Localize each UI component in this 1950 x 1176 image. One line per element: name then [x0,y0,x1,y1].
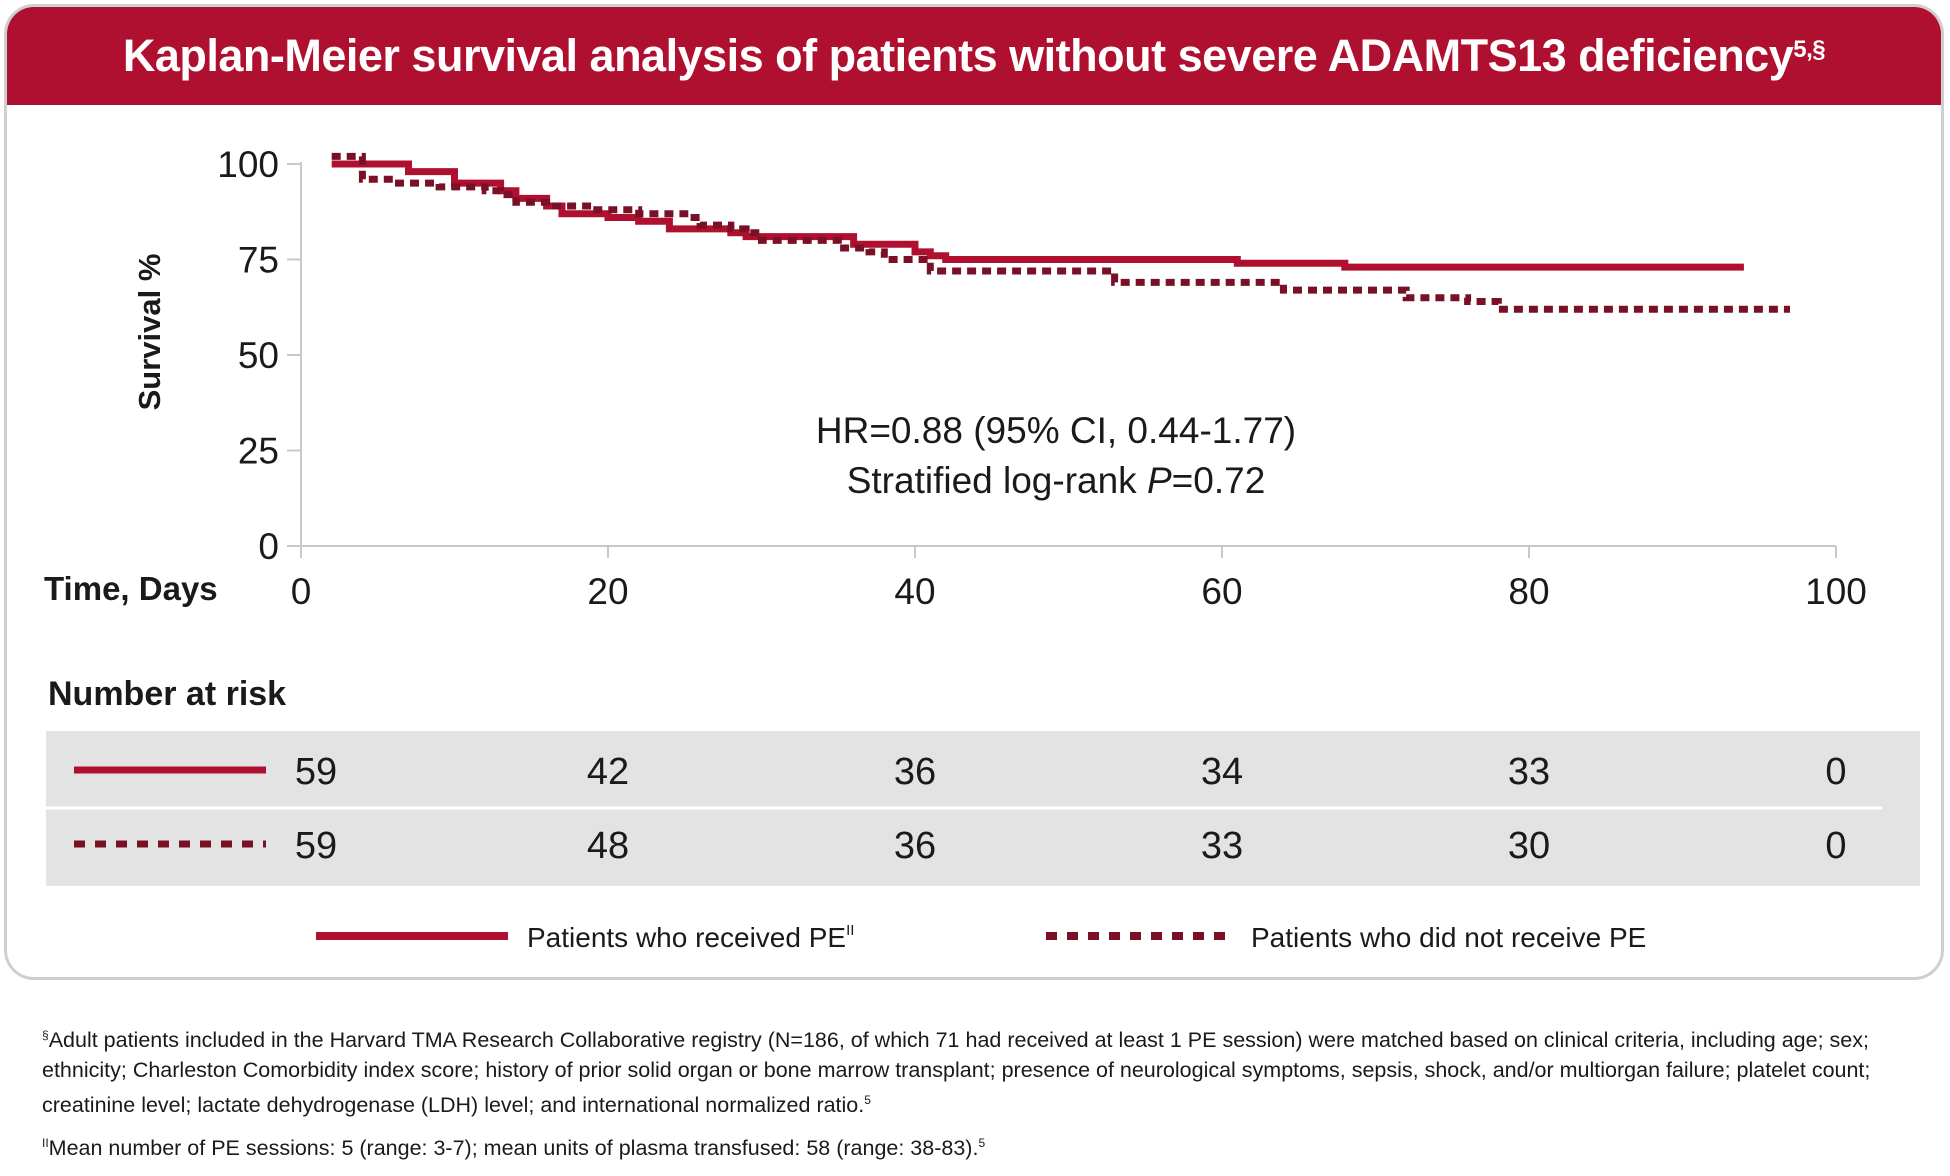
logrank-prefix: Stratified log-rank [847,460,1147,501]
footnote-2-mark: II [42,1136,49,1151]
x-tick-label: 0 [291,571,312,612]
y-tick-label: 75 [238,240,279,281]
legend-label-received: Patients who received PEII [527,922,854,953]
x-tick-label: 100 [1805,571,1867,612]
footnote-1-mark: § [42,1028,49,1042]
y-axis-label: Survival % [132,254,167,411]
footnote-2: IIMean number of PE sessions: 5 (range: … [42,1128,1922,1163]
hr-annotation: HR=0.88 (95% CI, 0.44-1.77) [816,410,1296,451]
legend-label-received-sup: II [846,922,854,939]
logrank-annotation: Stratified log-rank P=0.72 [847,460,1266,501]
risk-value: 0 [1825,751,1846,793]
y-tick-label: 50 [238,335,279,376]
x-tick-label: 20 [587,571,628,612]
footnotes: §Adult patients included in the Harvard … [42,1020,1922,1171]
title-text: Kaplan-Meier survival analysis of patien… [122,30,1794,81]
risk-table: 59 42 36 34 33 0 59 48 36 33 30 0 [74,751,1847,867]
legend-label-not-received: Patients who did not receive PE [1251,922,1646,953]
x-tick-label: 60 [1201,571,1242,612]
risk-value: 36 [894,751,936,793]
title-superscript: 5,§ [1793,36,1826,63]
series-line-not-received [331,152,1790,313]
km-chart: 0 25 50 75 100 0 20 40 60 80 100 Survival % Time, … [44,144,1920,953]
x-tick-label: 40 [894,571,935,612]
risk-value: 36 [894,825,936,867]
risk-table-heading: Number at risk [48,675,286,713]
logrank-p: P [1147,460,1172,501]
logrank-value: =0.72 [1172,460,1266,501]
risk-value: 34 [1201,751,1243,793]
risk-value: 48 [587,825,629,867]
chart-axes: 0 25 50 75 100 0 20 40 60 80 100 [217,144,1867,612]
risk-value: 0 [1825,825,1846,867]
y-tick-label: 100 [217,144,279,185]
legend: Patients who received PEII Patients who … [316,922,1646,953]
y-tick-label: 25 [238,431,279,472]
risk-value: 59 [295,825,337,867]
risk-value: 59 [295,751,337,793]
x-tick-label: 80 [1508,571,1549,612]
footnote-2-ref: 5 [978,1136,986,1151]
risk-value: 42 [587,751,629,793]
footnote-1: §Adult patients included in the Harvard … [42,1020,1922,1120]
footnote-2-text: Mean number of PE sessions: 5 (range: 3-… [48,1136,979,1161]
y-tick-label: 0 [258,526,279,567]
risk-value: 30 [1508,825,1550,867]
chart-series [331,152,1790,313]
risk-value: 33 [1201,825,1243,867]
x-axis-label: Time, Days [44,570,218,607]
risk-value: 33 [1508,751,1550,793]
footnote-1-ref: 5 [864,1093,871,1108]
legend-label-received-text: Patients who received PE [527,922,846,953]
figure-title: Kaplan-Meier survival analysis of patien… [7,7,1941,105]
series-line-received [331,160,1744,271]
footnote-1-text: Adult patients included in the Harvard T… [42,1028,1871,1118]
